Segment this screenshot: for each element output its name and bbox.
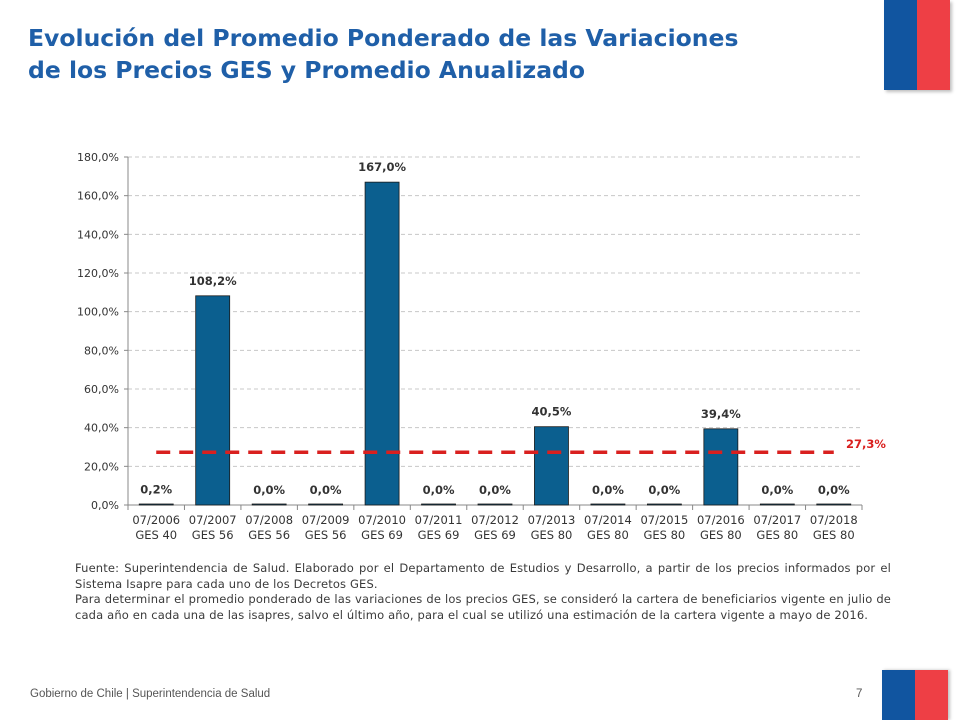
y-tick-label: 140,0% — [77, 228, 119, 241]
source-note-line2: Para determinar el promedio ponderado de… — [75, 592, 891, 622]
bar — [421, 503, 456, 506]
x-tick-label: GES 56 — [305, 528, 347, 542]
bar — [646, 503, 682, 506]
x-tick-label: 07/2011 — [415, 513, 463, 527]
y-tick-label: 60,0% — [84, 383, 119, 396]
page-number: 7 — [856, 688, 863, 700]
x-tick-label: GES 56 — [248, 528, 290, 542]
x-tick-label: 07/2012 — [471, 513, 519, 527]
x-tick-label: GES 69 — [361, 528, 403, 542]
x-tick-label: 07/2007 — [189, 513, 237, 527]
y-tick-label: 80,0% — [84, 344, 119, 357]
data-label: 0,0% — [818, 483, 850, 497]
data-label: 40,5% — [532, 405, 572, 419]
source-note: Fuente: Superintendencia de Salud. Elabo… — [75, 561, 891, 623]
bar — [703, 428, 739, 506]
bar — [138, 503, 174, 506]
x-tick-label: 07/2014 — [584, 513, 632, 527]
bar — [364, 181, 400, 506]
data-label: 0,0% — [310, 483, 342, 497]
bar — [195, 295, 231, 506]
x-tick-label: 07/2009 — [302, 513, 350, 527]
y-tick-label: 180,0% — [77, 151, 119, 164]
y-tick-label: 120,0% — [77, 267, 119, 280]
x-tick-label: GES 80 — [700, 528, 742, 542]
page-title-line2: de los Precios GES y Promedio Anualizado — [28, 56, 586, 84]
x-tick-label: GES 40 — [135, 528, 177, 542]
data-label: 39,4% — [701, 407, 741, 421]
flag-red-stripe — [917, 0, 950, 90]
x-tick-label: GES 80 — [587, 528, 629, 542]
x-tick-label: GES 80 — [643, 528, 685, 542]
data-label: 167,0% — [358, 160, 406, 174]
y-tick-label: 160,0% — [77, 190, 119, 203]
y-tick-label: 40,0% — [84, 422, 119, 435]
flag-blue-stripe — [884, 0, 917, 90]
flag-blue-stripe — [882, 670, 915, 720]
government-flag-logo — [884, 0, 950, 90]
bar — [251, 503, 287, 506]
data-label: 0,0% — [592, 483, 624, 497]
x-tick-label: GES 80 — [813, 528, 855, 542]
x-tick-label: 07/2016 — [697, 513, 745, 527]
x-tick-label: GES 69 — [474, 528, 516, 542]
data-label: 0,0% — [761, 483, 793, 497]
x-tick-label: 07/2015 — [640, 513, 688, 527]
page-title: Evolución del Promedio Ponderado de las … — [28, 22, 858, 86]
footer-organization: Gobierno de Chile | Superintendencia de … — [30, 688, 271, 700]
x-tick-label: GES 69 — [418, 528, 460, 542]
x-tick-label: 07/2006 — [132, 513, 180, 527]
x-tick-label: 07/2018 — [810, 513, 858, 527]
y-tick-label: 20,0% — [84, 460, 119, 473]
x-tick-label: GES 80 — [756, 528, 798, 542]
data-label: 0,0% — [423, 483, 455, 497]
x-tick-label: GES 80 — [531, 528, 573, 542]
bar — [759, 503, 795, 506]
bar — [477, 503, 513, 506]
x-tick-label: 07/2013 — [528, 513, 576, 527]
x-tick-label: 07/2017 — [753, 513, 801, 527]
bar — [590, 503, 626, 506]
page-title-line1: Evolución del Promedio Ponderado de las … — [28, 24, 739, 52]
data-label: 0,0% — [479, 483, 511, 497]
bar-chart: 0,0% 20,0% 40,0% 60,0% 80,0% 100,0% 120,0% 140,… — [77, 151, 886, 542]
data-label: 0,2% — [140, 483, 172, 497]
y-tick-label: 0,0% — [91, 499, 119, 512]
bar — [534, 426, 569, 506]
data-label: 108,2% — [189, 274, 237, 288]
data-label: 0,0% — [648, 483, 680, 497]
bar — [308, 503, 344, 506]
x-tick-label: 07/2010 — [358, 513, 406, 527]
average-label: 27,3% — [846, 437, 886, 451]
source-note-line1: Fuente: Superintendencia de Salud. Elabo… — [75, 561, 891, 591]
x-tick-label: 07/2008 — [245, 513, 293, 527]
y-tick-label: 100,0% — [77, 306, 119, 319]
bar — [816, 503, 852, 506]
x-tick-label: GES 56 — [192, 528, 234, 542]
government-flag-logo-footer — [882, 670, 948, 720]
flag-red-stripe — [915, 670, 948, 720]
data-label: 0,0% — [253, 483, 285, 497]
